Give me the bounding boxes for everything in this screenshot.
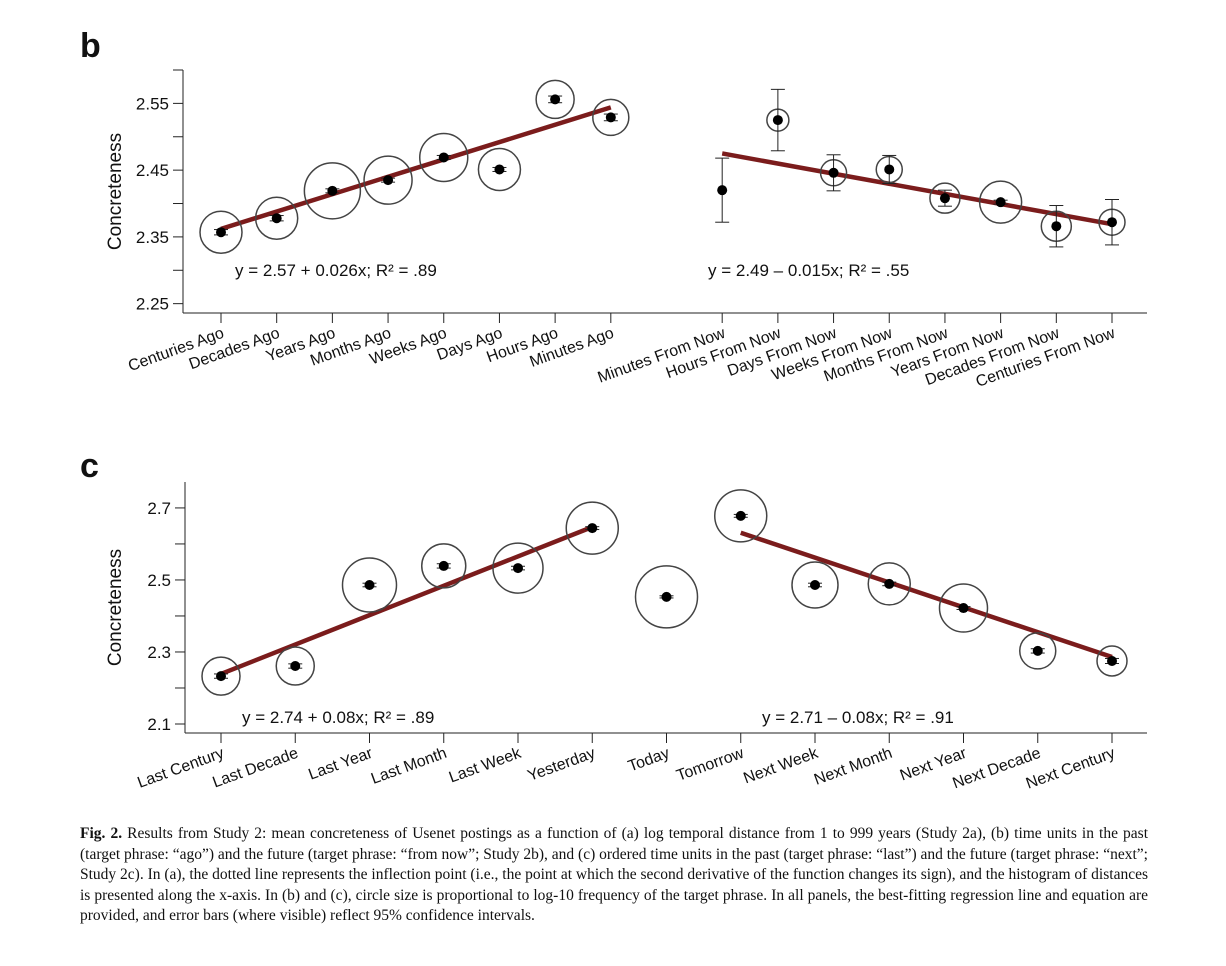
x-tick-label: Last Decade [210, 745, 300, 792]
frequency-circle [254, 196, 299, 240]
data-point [271, 213, 282, 224]
frequency-circle [421, 543, 467, 589]
frequency-circle [714, 489, 768, 543]
data-point [717, 185, 728, 196]
y-tick-label: 2.55 [136, 94, 169, 113]
caption-label: Fig. 2. [80, 825, 123, 842]
frequency-circle [565, 501, 619, 555]
y-axis-label: Concreteness [105, 133, 126, 250]
x-tick-label: Last Month [369, 745, 449, 788]
regression-line [721, 151, 1113, 227]
data-point [364, 579, 375, 590]
data-point [587, 523, 598, 534]
frequency-circle [303, 162, 362, 220]
frequency-circle [929, 182, 961, 214]
frequency-circle [492, 542, 544, 594]
data-point [884, 164, 895, 175]
regression-equation: y = 2.49 – 0.015x; R² = .55 [708, 261, 909, 280]
data-point [958, 603, 969, 614]
data-point [550, 94, 561, 105]
data-point [735, 510, 746, 521]
data-point [1107, 655, 1117, 666]
frequency-circle [791, 561, 839, 609]
frequency-circle [978, 180, 1023, 224]
frequency-circle [419, 132, 469, 183]
panel-letter: c [80, 447, 99, 485]
data-point [327, 185, 338, 196]
data-point [1051, 221, 1062, 232]
data-point [383, 175, 394, 186]
regression-line [220, 524, 594, 677]
y-axis-label: Concreteness [105, 549, 126, 666]
frequency-circle [535, 79, 575, 120]
y-tick-label: 2.5 [147, 571, 171, 590]
data-point [216, 671, 226, 682]
caption: Fig. 2. Results from Study 2: mean concr… [80, 824, 1148, 927]
data-point [884, 578, 895, 589]
y-tick-label: 2.7 [147, 499, 171, 518]
data-point [494, 164, 505, 175]
x-tick-label: Yesterday [525, 745, 597, 785]
data-point [772, 115, 783, 126]
data-point [661, 591, 672, 602]
frequency-circle [477, 147, 522, 192]
data-point [216, 227, 226, 238]
x-tick-label: Next Month [812, 745, 895, 789]
data-point [1107, 217, 1117, 228]
frequency-circle [592, 98, 630, 137]
data-point [828, 167, 839, 178]
data-point [290, 661, 301, 672]
regression-equation: y = 2.71 – 0.08x; R² = .91 [762, 708, 954, 727]
frequency-circle [1096, 645, 1128, 677]
frequency-circle [363, 155, 413, 205]
data-point [810, 579, 820, 590]
caption-text: Results from Study 2: mean concreteness … [80, 825, 1149, 924]
x-tick-label: Today [626, 745, 672, 776]
x-tick-label: Last Year [306, 745, 375, 784]
y-tick-label: 2.35 [136, 228, 169, 247]
x-tick-label: Next Week [741, 744, 821, 787]
regression-equation: y = 2.57 + 0.026x; R² = .89 [235, 261, 437, 280]
frequency-circle [199, 210, 243, 254]
frequency-circle [1019, 632, 1057, 670]
data-point [513, 563, 523, 574]
data-point [939, 193, 950, 204]
y-tick-label: 2.45 [136, 161, 169, 180]
y-tick-label: 2.1 [147, 715, 171, 734]
data-point [995, 197, 1006, 208]
panel-letter: b [80, 27, 101, 65]
frequency-circle [201, 656, 241, 696]
data-point [438, 560, 449, 571]
frequency-circle [867, 562, 911, 606]
regression-line [740, 530, 1113, 660]
x-tick-label: Last Week [447, 744, 525, 786]
y-tick-label: 2.25 [136, 295, 169, 314]
data-point [438, 152, 449, 163]
data-point [605, 112, 616, 123]
frequency-circle [275, 646, 315, 686]
data-point [1032, 645, 1043, 656]
frequency-circle [634, 565, 699, 629]
frequency-circle [938, 583, 989, 633]
x-tick-label: Tomorrow [674, 745, 746, 785]
regression-equation: y = 2.74 + 0.08x; R² = .89 [242, 708, 434, 727]
frequency-circle [341, 557, 398, 613]
regression-line [220, 105, 612, 232]
y-tick-label: 2.3 [147, 643, 171, 662]
